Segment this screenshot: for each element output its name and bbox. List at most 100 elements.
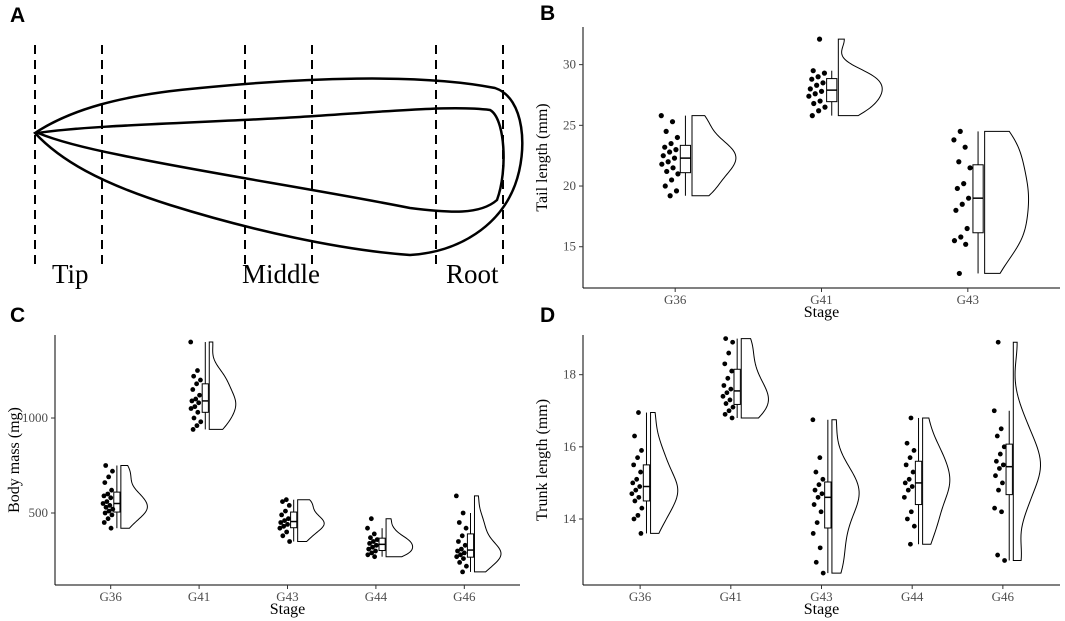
point [285,516,291,522]
panel-a: A Tip Middle Root [10,4,524,289]
point [729,415,735,421]
point [109,487,114,493]
panel-label: B [540,2,555,25]
point [101,520,107,525]
point [368,535,373,541]
x-tick-label: G43 [957,292,979,307]
y-axis-title: Trunk length (mm) [534,399,551,521]
x-tick-label: G36 [99,589,122,604]
point [954,185,960,192]
point [198,377,203,383]
point [951,238,958,244]
point [1002,558,1007,563]
point [998,426,1004,432]
point [193,396,199,402]
point [279,512,285,518]
region-label: Root [446,259,499,289]
point [951,137,957,143]
point [103,504,109,510]
point [816,108,822,114]
box [642,464,651,502]
point [631,516,637,522]
point [961,181,967,187]
violin [922,417,951,545]
point [957,128,963,134]
violin [691,115,737,197]
point [665,159,671,165]
point [817,455,823,461]
point [992,505,997,511]
y-tick-label: 15 [563,239,576,254]
point [820,570,826,576]
point [634,476,640,482]
y-tick-label: 30 [563,57,576,72]
point [1000,480,1005,486]
x-tick-label: G41 [720,589,742,604]
point [667,193,673,199]
point [373,542,379,548]
point [453,493,459,499]
panel-label: A [10,4,25,27]
point [463,525,469,531]
violin [837,38,883,117]
point [108,525,114,531]
x-tick-label: G44 [901,589,924,604]
x-tick-label: G43 [276,589,298,604]
panel: B 15 20 25 30 Tail length (mm) Stage G36 G41 G43 [534,2,1060,321]
point [999,509,1004,515]
point [188,339,194,345]
point [461,556,466,561]
point [191,415,197,421]
violin [650,412,679,534]
point [464,563,469,569]
y-tick-label: 25 [563,117,576,132]
point [908,541,913,547]
violin [1012,341,1042,561]
box [824,481,832,529]
point [458,546,464,552]
x-axis-title: Stage [804,304,840,321]
point [902,480,908,486]
point [907,455,913,461]
point [724,390,730,396]
violin [473,495,502,573]
point [278,520,284,525]
point [963,241,969,247]
point [104,499,110,505]
point [103,463,109,468]
x-tick-label: G43 [810,589,832,604]
point [662,183,668,189]
point [286,503,292,508]
violin [740,338,769,419]
point [813,559,819,565]
point [106,508,112,514]
point [457,559,463,565]
point [905,487,911,493]
point [814,520,820,525]
point [956,159,962,165]
violin [208,341,237,430]
point [812,91,818,97]
point [283,508,288,514]
panel-label: D [540,304,555,327]
point [637,484,643,489]
point [667,149,673,155]
box [1005,443,1013,496]
point [810,531,816,536]
point [108,495,114,501]
box [201,383,209,413]
point [101,493,107,499]
point [194,381,200,387]
point [991,408,997,414]
point [287,539,293,544]
point [636,494,642,500]
point [822,104,828,110]
y-axis-title: Body mass (mg) [6,407,23,513]
point [370,544,375,550]
point [818,509,824,515]
x-tick-label: G46 [992,589,1015,604]
x-axis-title: Stage [804,601,840,618]
point [460,510,466,516]
point [282,518,287,524]
